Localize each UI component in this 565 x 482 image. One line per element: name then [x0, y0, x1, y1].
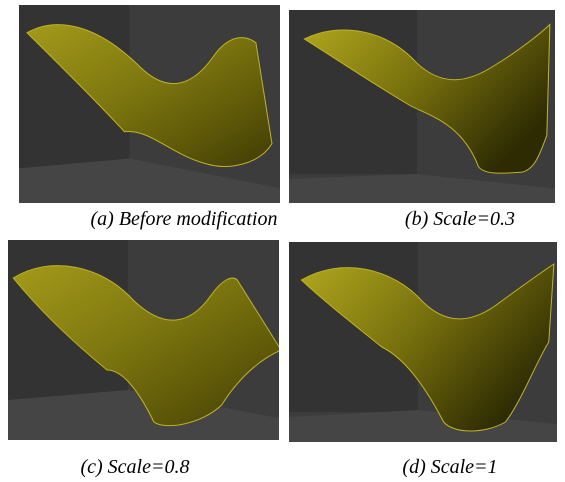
caption: (b) Scale=0.3 — [370, 208, 550, 231]
panel-b-image — [289, 10, 555, 203]
caption: (a) Before modification — [19, 208, 349, 231]
caption: (c) Scale=0.8 — [70, 456, 200, 479]
panel-d-image — [289, 242, 557, 442]
panel-c-image — [8, 240, 279, 440]
caption: (d) Scale=1 — [385, 456, 515, 479]
panel-a-image — [19, 5, 280, 203]
page: (a) Before modification (b) Scale=0.3 (c… — [0, 0, 565, 482]
